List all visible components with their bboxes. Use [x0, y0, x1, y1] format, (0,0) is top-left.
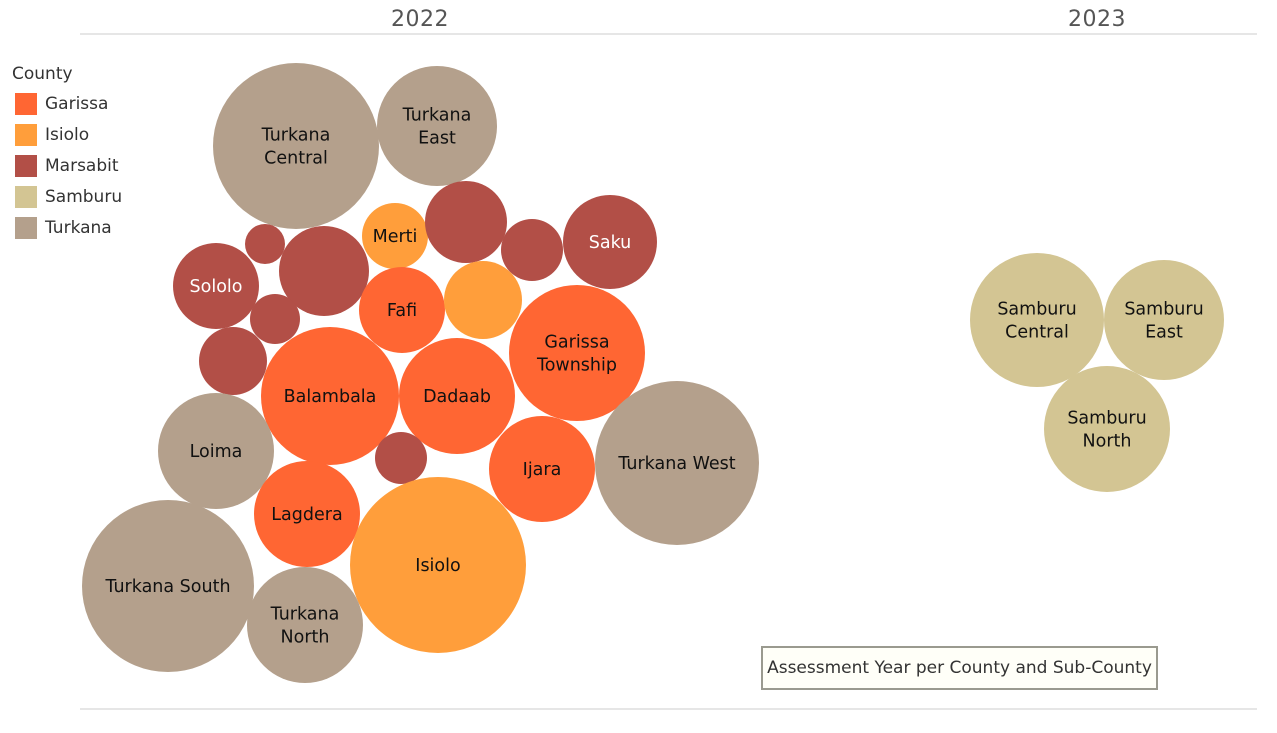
bubble-label-line: Loima: [190, 442, 243, 462]
legend: County Garissa Isiolo Marsabit Samburu Turka…: [12, 64, 122, 243]
legend-items: Garissa Isiolo Marsabit Samburu Turkana: [12, 88, 122, 243]
legend-item-marsabit[interactable]: Marsabit: [12, 150, 122, 181]
bubble-marsabit[interactable]: [501, 219, 563, 281]
bubble-label: Turkana East: [402, 106, 472, 149]
bubble-label: Samburu East: [1124, 300, 1203, 343]
bubble-label-line: Township: [536, 356, 617, 376]
legend-label: Garissa: [45, 93, 109, 114]
bubble-label-line: Samburu: [997, 300, 1076, 320]
column-header-2022: 2022: [391, 7, 449, 32]
bubble-turkana[interactable]: [158, 393, 274, 509]
legend-swatch: [15, 123, 37, 146]
column-header-2023: 2023: [1068, 7, 1126, 32]
bubble-marsabit[interactable]: [250, 294, 300, 344]
legend-swatch: [15, 185, 37, 208]
bubble-marsabit[interactable]: [245, 224, 285, 264]
bubble-label-line: Fafi: [387, 301, 417, 321]
legend-swatch: [15, 216, 37, 239]
legend-item-samburu[interactable]: Samburu: [12, 181, 122, 212]
bubble-label: Turkana Central: [261, 126, 331, 169]
bubble-turkana[interactable]: [247, 567, 363, 683]
bubble-label: Ijara: [523, 460, 562, 480]
bubble-turkana[interactable]: [82, 500, 254, 672]
bubble-label-line: Samburu: [1124, 300, 1203, 320]
bubble-label-line: Lagdera: [271, 505, 342, 525]
bubble-turkana[interactable]: [377, 66, 497, 186]
bubble-samburu[interactable]: [970, 253, 1104, 387]
bubble-label: Merti: [373, 227, 418, 247]
bubble-label-line: Turkana: [402, 106, 472, 126]
legend-label: Turkana: [45, 217, 112, 238]
bubble-marsabit[interactable]: [375, 432, 427, 484]
bubble-garissa[interactable]: [509, 285, 645, 421]
bubble-label-line: East: [1145, 323, 1183, 343]
bubble-turkana[interactable]: [213, 63, 379, 229]
bubble-label-line: East: [418, 129, 456, 149]
bubble-marsabit[interactable]: [279, 226, 369, 316]
bubble-label: Turkana South: [104, 577, 230, 597]
bubble-garissa[interactable]: [359, 267, 445, 353]
bubble-isiolo[interactable]: [350, 477, 526, 653]
bubble-label: Dadaab: [423, 387, 491, 407]
bubble-label-line: Merti: [373, 227, 418, 247]
bubble-label: Lagdera: [271, 505, 342, 525]
bubble-marsabit[interactable]: [563, 195, 657, 289]
bubble-garissa[interactable]: [489, 416, 595, 522]
bubble-label: Fafi: [387, 301, 417, 321]
bubble-marsabit[interactable]: [425, 181, 507, 263]
legend-item-isiolo[interactable]: Isiolo: [12, 119, 122, 150]
bubble-isiolo[interactable]: [444, 261, 522, 339]
bubble-label-line: Isiolo: [415, 556, 460, 576]
bubble-label-line: Dadaab: [423, 387, 491, 407]
bubble-group: Turkana Central Turkana East Merti Saku Sololo…: [82, 63, 1224, 683]
bubble-label: Samburu North: [1067, 409, 1146, 452]
legend-swatch: [15, 154, 37, 177]
bubble-label-line: Balambala: [284, 387, 377, 407]
legend-title: County: [12, 64, 73, 84]
legend-swatch: [15, 92, 37, 115]
bubble-label-line: Garissa: [544, 333, 609, 353]
bubble-marsabit[interactable]: [173, 243, 259, 329]
bubble-label-line: North: [1083, 432, 1132, 452]
legend-item-garissa[interactable]: Garissa: [12, 88, 122, 119]
legend-item-turkana[interactable]: Turkana: [12, 212, 122, 243]
bubble-label: Turkana North: [270, 605, 340, 648]
bubble-label-line: North: [281, 628, 330, 648]
legend-label: Samburu: [45, 186, 123, 207]
bubble-garissa[interactable]: [399, 338, 515, 454]
chart-caption: Assessment Year per County and Sub-Count…: [761, 646, 1158, 690]
bubble-label: Sololo: [190, 277, 243, 297]
bubble-label: Garissa Township: [536, 333, 617, 376]
bubble-label-line: Turkana South: [104, 577, 230, 597]
bubble-isiolo[interactable]: [362, 203, 428, 269]
bubble-label: Loima: [190, 442, 243, 462]
bubble-label: Balambala: [284, 387, 377, 407]
bubble-garissa[interactable]: [254, 461, 360, 567]
bubble-label-line: Central: [264, 149, 328, 169]
bubble-label-line: Central: [1005, 323, 1069, 343]
bubble-label-line: Samburu: [1067, 409, 1146, 429]
bubble-label-line: Ijara: [523, 460, 562, 480]
legend-label: Isiolo: [45, 124, 90, 145]
bubble-samburu[interactable]: [1104, 260, 1224, 380]
bubble-turkana[interactable]: [595, 381, 759, 545]
bubble-label: Samburu Central: [997, 300, 1076, 343]
bubble-label-line: Turkana West: [617, 454, 735, 474]
bubble-label: Turkana West: [617, 454, 735, 474]
bubble-label: Isiolo: [415, 556, 460, 576]
bubble-label-line: Sololo: [190, 277, 243, 297]
bubble-label-line: Turkana: [261, 126, 331, 146]
bubble-label-line: Saku: [589, 233, 632, 253]
bubble-label-line: Turkana: [270, 605, 340, 625]
bubble-samburu[interactable]: [1044, 366, 1170, 492]
bubble-garissa[interactable]: [261, 327, 399, 465]
bubble-label: Saku: [589, 233, 632, 253]
bubble-marsabit[interactable]: [199, 327, 267, 395]
legend-label: Marsabit: [45, 155, 119, 176]
